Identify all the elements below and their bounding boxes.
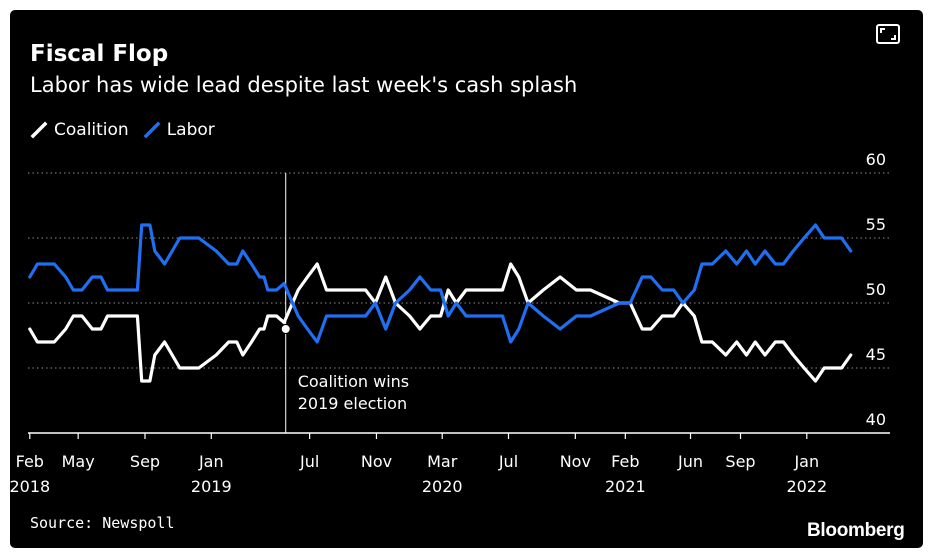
y-tick-label: 50 bbox=[866, 280, 886, 299]
x-tick-label-year: 2022 bbox=[786, 477, 827, 496]
x-tick-label-month: Jul bbox=[498, 452, 518, 471]
chart-subtitle: Labor has wide lead despite last week's … bbox=[30, 73, 578, 97]
x-tick-label-year: 2020 bbox=[422, 477, 463, 496]
legend-item-labor: Labor bbox=[143, 120, 215, 140]
annotation-text: Coalition wins bbox=[298, 372, 409, 391]
legend-item-coalition: Coalition bbox=[30, 120, 129, 140]
labor-swatch-icon bbox=[143, 121, 161, 139]
x-tick-label-month: Nov bbox=[361, 452, 392, 471]
line-chart: 40 45 50 55 60 Feb 2018 May Sep Jan 2019 Jul Nov Mar 2… bbox=[10, 150, 890, 496]
y-tick-label: 55 bbox=[866, 215, 886, 234]
legend-label-labor: Labor bbox=[166, 120, 215, 140]
bloomberg-logo: Bloomberg bbox=[807, 520, 905, 541]
x-tick-label-month: Jan bbox=[198, 452, 224, 471]
annotation-marker bbox=[280, 324, 291, 334]
x-tick-label-month: Jan bbox=[793, 452, 819, 471]
x-tick-label-month: Jul bbox=[299, 452, 319, 471]
expand-button[interactable] bbox=[876, 24, 900, 44]
chart-legend: Coalition Labor bbox=[30, 118, 229, 142]
chart-title: Fiscal Flop bbox=[30, 41, 169, 67]
x-tick-label-year: 2021 bbox=[605, 477, 646, 496]
coalition-swatch-icon bbox=[30, 121, 48, 139]
x-tick-label-month: Sep bbox=[130, 452, 160, 471]
x-tick-label-month: Nov bbox=[560, 452, 591, 471]
source-note: Source: Newspoll bbox=[30, 514, 175, 532]
x-tick-label-month: Feb bbox=[611, 452, 639, 471]
x-tick-label-month: May bbox=[62, 452, 95, 471]
legend-label-coalition: Coalition bbox=[54, 120, 129, 140]
x-tick-label-year: 2018 bbox=[10, 477, 50, 496]
series-line-coalition bbox=[28, 262, 853, 383]
x-tick-label-month: Mar bbox=[427, 452, 458, 471]
x-tick-label-year: 2019 bbox=[191, 477, 232, 496]
expand-icon bbox=[880, 28, 896, 40]
x-tick-label-month: Sep bbox=[725, 452, 755, 471]
series-line-labor bbox=[28, 223, 853, 344]
chart-card: Fiscal Flop Labor has wide lead despite … bbox=[10, 10, 923, 548]
x-tick-label-month: Feb bbox=[16, 452, 44, 471]
annotation-text: 2019 election bbox=[298, 394, 407, 413]
y-tick-label: 45 bbox=[866, 345, 886, 364]
x-tick-label-month: Jun bbox=[677, 452, 703, 471]
y-tick-label: 60 bbox=[866, 150, 886, 169]
y-tick-label: 40 bbox=[866, 410, 886, 429]
